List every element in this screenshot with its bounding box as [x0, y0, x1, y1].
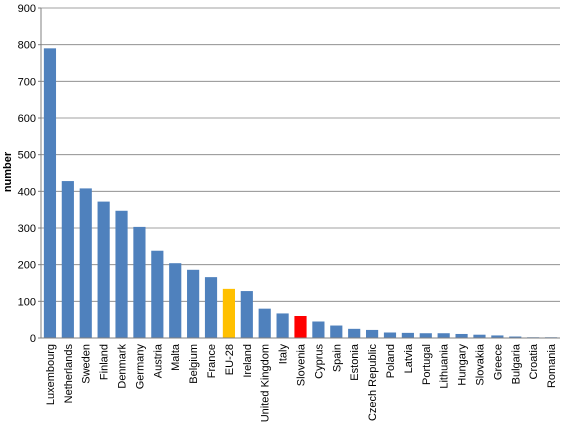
- bar-denmark: [115, 210, 128, 338]
- bar-czech-republic: [366, 329, 379, 338]
- x-category-label: Finland: [99, 344, 111, 380]
- x-category-label: Germany: [134, 344, 146, 390]
- bar-portugal: [419, 333, 432, 338]
- bar-eu-28: [222, 288, 235, 338]
- bar-latvia: [401, 332, 414, 338]
- x-category-label: Poland: [385, 344, 397, 378]
- y-axis-title: number: [2, 151, 14, 192]
- y-tick-label: 600: [18, 113, 36, 125]
- bar-ireland: [240, 291, 253, 338]
- bar-germany: [133, 226, 146, 338]
- x-category-label: Spain: [331, 344, 343, 372]
- bar-greece: [491, 335, 504, 338]
- bar-layer: [43, 48, 558, 338]
- y-tick-label: 100: [18, 296, 36, 308]
- bar-luxembourg: [43, 48, 57, 338]
- bar-cyprus: [312, 321, 325, 338]
- x-category-label: Romania: [546, 343, 558, 388]
- x-category-label: EU-28: [224, 344, 236, 375]
- bar-spain: [330, 325, 343, 338]
- x-category-label: Denmark: [117, 344, 129, 389]
- x-category-label: Belgium: [188, 344, 200, 384]
- x-category-label: Greece: [492, 344, 504, 380]
- y-tick-label: 900: [18, 3, 36, 15]
- bar-lithuania: [437, 333, 450, 338]
- x-category-label: Austria: [152, 343, 164, 378]
- bar-slovakia: [473, 334, 486, 338]
- bar-finland: [97, 201, 110, 338]
- bar-united-kingdom: [258, 308, 271, 338]
- y-tick-label: 800: [18, 40, 36, 52]
- bar-sweden: [79, 188, 92, 338]
- x-category-labels: Luxembourg Netherlands Sweden Finland Denmar…: [45, 343, 558, 422]
- x-category-label: France: [206, 344, 218, 378]
- x-category-label: Sweden: [81, 344, 93, 384]
- x-category-label: Slovakia: [474, 343, 486, 385]
- x-category-label: Portugal: [421, 344, 433, 385]
- bar-slovenia: [294, 316, 307, 338]
- bar-estonia: [348, 328, 361, 338]
- y-tick-labels: 0 100 200 300 400 500 600 700 800 900: [18, 3, 36, 345]
- x-category-label: Croatia: [528, 343, 540, 379]
- x-category-label: United Kingdom: [260, 344, 272, 422]
- axis-layer: [38, 7, 560, 339]
- x-category-label: Lithuania: [439, 343, 451, 389]
- y-tick-label: 0: [30, 333, 36, 345]
- x-category-label: Cyprus: [313, 344, 325, 379]
- y-tick-label: 400: [18, 186, 36, 198]
- bar-belgium: [187, 269, 200, 338]
- x-category-label: Czech Republic: [367, 344, 379, 422]
- y-tick-label: 500: [18, 150, 36, 162]
- x-category-label: Italy: [278, 344, 290, 365]
- bar-hungary: [455, 333, 468, 338]
- bar-netherlands: [61, 181, 74, 338]
- x-category-label: Netherlands: [63, 344, 75, 404]
- bar-poland: [383, 332, 397, 338]
- x-category-label: Ireland: [242, 344, 254, 378]
- bar-austria: [151, 250, 164, 338]
- x-category-label: Luxembourg: [45, 344, 57, 405]
- x-category-label: Estonia: [349, 343, 361, 381]
- y-tick-label: 300: [18, 223, 36, 235]
- y-tick-label: 700: [18, 76, 36, 88]
- x-category-label: Slovenia: [296, 343, 308, 386]
- bar-bulgaria: [509, 336, 522, 338]
- x-category-label: Bulgaria: [510, 343, 522, 384]
- bar-italy: [276, 313, 289, 338]
- y-tick-label: 200: [18, 260, 36, 272]
- bar-france: [204, 277, 218, 338]
- bar-malta: [169, 263, 182, 338]
- x-category-label: Latvia: [403, 343, 415, 373]
- x-category-label: Malta: [170, 343, 182, 371]
- x-category-label: Hungary: [457, 344, 469, 386]
